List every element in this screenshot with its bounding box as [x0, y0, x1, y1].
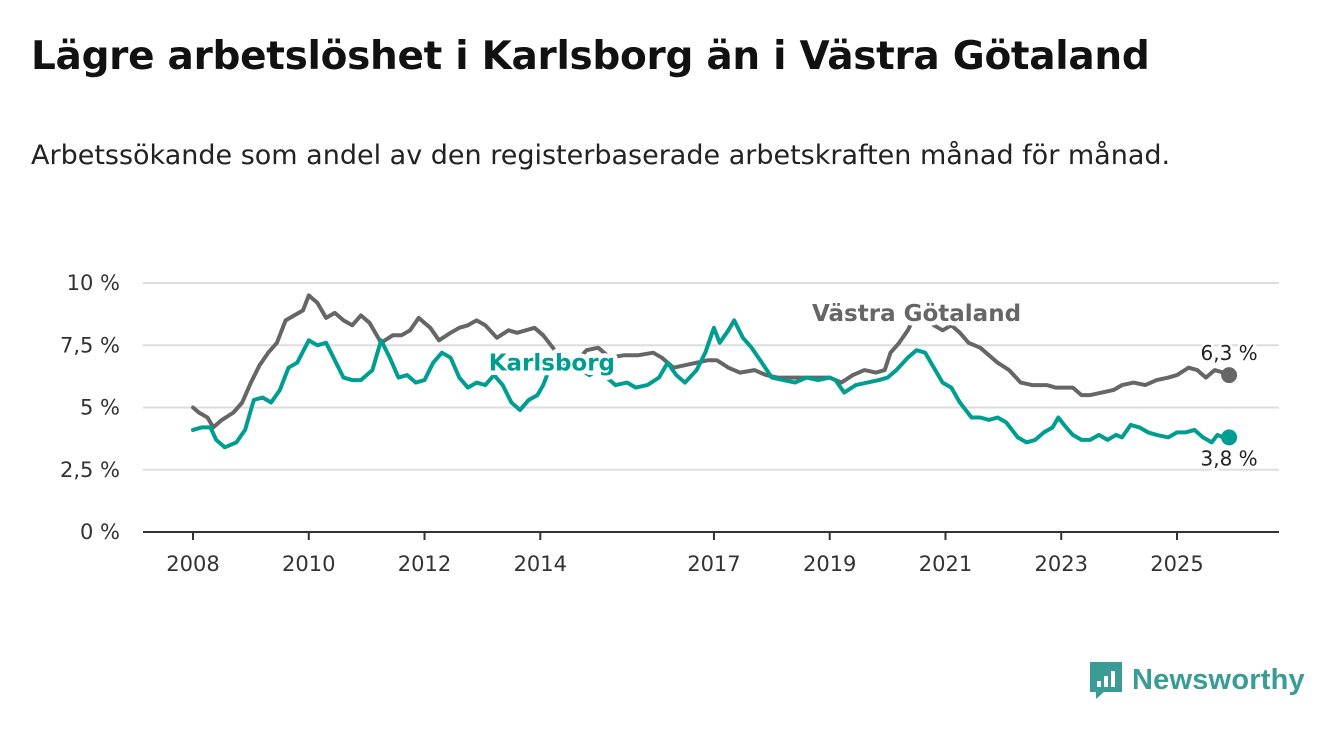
y-tick-label: 10 % — [67, 271, 120, 295]
x-tick-label: 2025 — [1150, 552, 1203, 576]
x-tick-label: 2012 — [398, 552, 451, 576]
y-tick-label: 5 % — [80, 396, 120, 420]
end-value-label: 6,3 % — [1201, 341, 1258, 365]
chart-title: Lägre arbetslöshet i Karlsborg än i Väst… — [31, 34, 1150, 79]
series-label-v-stra-g-taland: Västra Götaland — [812, 301, 1021, 327]
x-tick-label: 2017 — [687, 552, 740, 576]
brand-name: Newsworthy — [1132, 663, 1305, 696]
x-tick-label: 2023 — [1035, 552, 1088, 576]
series-line-v-stra-g-taland — [191, 293, 1232, 430]
x-tick-label: 2014 — [514, 552, 567, 576]
y-tick-label: 0 % — [80, 520, 120, 544]
x-tick-label: 2021 — [919, 552, 972, 576]
x-tick-label: 2019 — [803, 552, 856, 576]
y-tick-label: 2,5 % — [60, 458, 120, 482]
end-point-marker — [1221, 367, 1238, 384]
series-line-karlsborg — [191, 318, 1232, 450]
end-point-marker — [1221, 429, 1238, 446]
x-tick-label: 2008 — [166, 552, 219, 576]
x-tick-label: 2010 — [282, 552, 335, 576]
y-tick-label: 7,5 % — [60, 333, 120, 357]
chart-subtitle: Arbetssökande som andel av den registerb… — [31, 140, 1171, 171]
newsworthy-logo-icon — [1090, 662, 1122, 699]
newsworthy-logo: Newsworthy — [1088, 660, 1305, 700]
series-label-karlsborg: Karlsborg — [489, 351, 615, 377]
end-value-label: 3,8 % — [1201, 446, 1258, 470]
